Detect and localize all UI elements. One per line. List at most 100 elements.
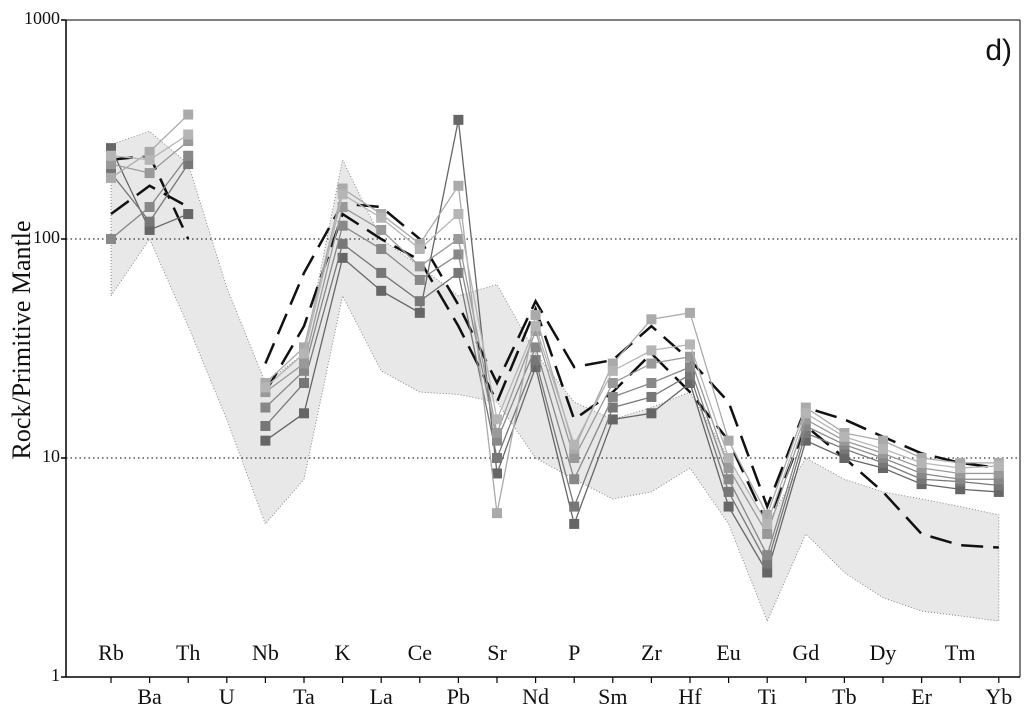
sample-marker	[260, 420, 271, 431]
sample-marker	[569, 501, 580, 512]
sample-marker	[453, 249, 464, 260]
sample-marker	[530, 362, 541, 373]
sample-marker	[453, 234, 464, 244]
sample-marker	[414, 274, 425, 285]
x-tick-label: La	[370, 684, 393, 709]
sample-marker	[800, 435, 811, 446]
sample-marker	[646, 408, 657, 419]
sample-marker	[723, 463, 734, 474]
sample-marker	[800, 428, 811, 439]
sample-marker	[144, 168, 155, 179]
sample-marker	[646, 358, 657, 369]
sample-marker	[800, 414, 811, 425]
sample-marker	[183, 136, 194, 147]
x-tick-label: Yb	[985, 684, 1012, 709]
sample-marker	[144, 154, 155, 165]
sample-marker	[762, 558, 773, 569]
x-tick-label: Eu	[716, 640, 740, 665]
sample-marker	[916, 474, 927, 485]
sample-marker	[993, 460, 1004, 471]
sample-marker	[453, 267, 464, 278]
sample-marker	[106, 159, 116, 170]
sample-marker	[569, 439, 580, 450]
x-tick-label: Rb	[98, 640, 124, 665]
sample-marker	[183, 109, 194, 120]
sample-marker	[260, 402, 271, 413]
x-tick-label: P	[568, 640, 580, 665]
sample-marker	[685, 362, 695, 373]
y-axis-label: Rock/Primitive Mantle	[7, 220, 36, 459]
sample-marker	[955, 474, 966, 485]
sample-marker	[414, 244, 425, 255]
sample-marker	[723, 435, 734, 446]
sample-marker	[839, 453, 850, 463]
x-tick-label: Ti	[758, 684, 777, 709]
sample-marker	[646, 391, 657, 402]
sample-marker	[492, 428, 502, 439]
sample-line	[264, 183, 999, 517]
sample-marker	[530, 342, 541, 353]
sample-marker	[106, 143, 116, 154]
x-tick-label: Er	[911, 684, 932, 709]
sample-marker	[916, 457, 927, 468]
sample-marker	[569, 518, 580, 529]
sample-marker	[144, 146, 155, 157]
sample-marker	[183, 159, 194, 170]
sample-marker	[414, 307, 425, 318]
sample-line	[264, 224, 999, 557]
sample-marker	[646, 314, 657, 325]
sample-marker	[530, 309, 541, 320]
sample-marker	[106, 172, 116, 183]
sample-marker	[376, 212, 387, 223]
sample-marker	[299, 378, 309, 389]
sample-marker	[337, 252, 348, 263]
sample-marker	[685, 307, 695, 318]
sample-marker	[685, 351, 695, 362]
sample-marker	[299, 365, 309, 376]
x-tick-label: Ba	[137, 684, 162, 709]
sample-marker	[762, 528, 773, 539]
sample-marker	[376, 285, 387, 296]
x-tick-label: Ce	[408, 640, 432, 665]
sample-marker	[530, 321, 541, 332]
sample-marker	[453, 180, 464, 191]
sample-marker	[607, 358, 618, 369]
sample-marker	[800, 420, 811, 431]
x-tick-label: Zr	[641, 640, 662, 665]
x-tick-label: Tm	[945, 640, 976, 665]
x-tick-label: Nb	[252, 640, 279, 665]
sample-marker	[646, 345, 657, 356]
sample-marker	[106, 234, 116, 244]
sample-marker	[723, 501, 734, 512]
x-tick-label: Nd	[522, 684, 549, 709]
sample-line	[265, 119, 999, 575]
sample-marker	[646, 378, 657, 389]
sample-marker	[492, 414, 502, 425]
sample-marker	[955, 463, 966, 474]
x-tick-label: Dy	[870, 640, 897, 665]
sample-marker	[337, 183, 348, 194]
x-tick-label: Sm	[598, 684, 627, 709]
sample-marker	[800, 402, 811, 413]
sample-marker	[993, 480, 1004, 491]
sample-marker	[685, 339, 695, 350]
sample-marker	[453, 209, 464, 220]
sample-marker	[144, 224, 155, 235]
sample-marker	[492, 468, 502, 479]
x-tick-label: Sr	[487, 640, 507, 665]
sample-marker	[607, 365, 618, 376]
y-tick-label: 1	[51, 665, 60, 685]
annotation: d)	[985, 34, 1012, 67]
x-tick-label: Ta	[293, 684, 315, 709]
sample-marker	[299, 342, 309, 353]
sample-marker	[569, 453, 580, 463]
x-tick-label: Th	[176, 640, 200, 665]
sample-marker	[607, 414, 618, 425]
sample-marker	[993, 474, 1004, 485]
sample-marker	[762, 509, 773, 520]
sample-marker	[183, 209, 194, 220]
sample-marker	[723, 486, 734, 497]
dashed-line	[110, 184, 189, 216]
